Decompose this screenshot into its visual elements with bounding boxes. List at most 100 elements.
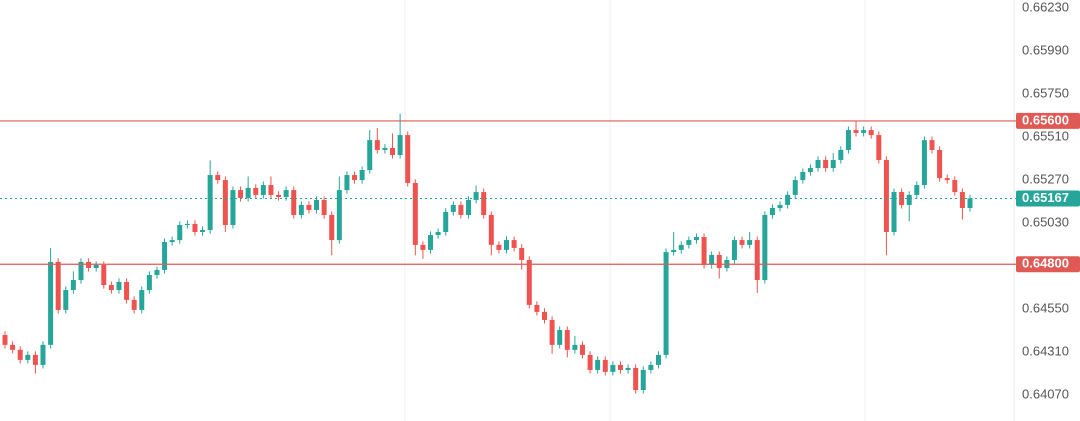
- candle-body: [25, 354, 31, 360]
- y-tick-label: 0.64310: [1022, 343, 1069, 358]
- y-tick-label: 0.65030: [1022, 214, 1069, 229]
- candle-body: [230, 190, 236, 226]
- candle-body: [747, 240, 753, 245]
- candle-body: [853, 130, 859, 133]
- candle-body: [245, 187, 251, 198]
- candle-body: [32, 354, 38, 365]
- candle-body: [344, 175, 350, 191]
- candle-body: [10, 344, 16, 350]
- candle-body: [131, 299, 137, 310]
- candle-body: [557, 329, 563, 345]
- candle-body: [762, 214, 768, 281]
- candle-body: [268, 185, 274, 195]
- candle-body: [777, 204, 783, 208]
- candle-body: [200, 230, 206, 232]
- candle-body: [587, 354, 593, 370]
- candle-body: [868, 130, 874, 136]
- level-label: 0.65600: [1022, 112, 1069, 127]
- candle-body: [519, 247, 525, 260]
- candle-body: [967, 198, 973, 208]
- candle-body: [716, 254, 722, 269]
- candle-body: [17, 349, 23, 360]
- candle-body: [215, 175, 221, 181]
- y-tick-label: 0.66230: [1022, 0, 1069, 14]
- y-tick-label: 0.65750: [1022, 85, 1069, 100]
- candle-body: [785, 194, 791, 205]
- candle-body: [526, 259, 532, 305]
- candle-body: [63, 290, 69, 310]
- last-price-label: 0.65167: [1022, 190, 1069, 205]
- candle-body: [276, 194, 282, 198]
- candle-body: [678, 244, 684, 250]
- candle-body: [352, 175, 358, 181]
- candle-body: [823, 159, 829, 169]
- candle-body: [374, 140, 380, 150]
- candle-body: [93, 264, 99, 269]
- candle-body: [534, 304, 540, 312]
- candle-body: [321, 199, 327, 215]
- candle-body: [101, 264, 107, 286]
- candle-body: [48, 261, 54, 345]
- candle-body: [55, 261, 61, 310]
- candle-body: [731, 240, 737, 260]
- candle-body: [709, 254, 715, 265]
- candle-body: [541, 311, 547, 320]
- candle-body: [481, 192, 487, 215]
- candle-body: [921, 140, 927, 186]
- candle-body: [70, 280, 76, 291]
- candle-body: [458, 204, 464, 215]
- candle-body: [420, 244, 426, 250]
- candle-body: [686, 240, 692, 245]
- candle-body: [291, 190, 297, 215]
- candle-body: [192, 223, 198, 232]
- candle-body: [800, 171, 806, 181]
- candle-body: [154, 269, 160, 275]
- candle-body: [503, 240, 509, 250]
- candle-body: [739, 240, 745, 245]
- candle-body: [253, 187, 259, 195]
- candle-body: [671, 249, 677, 253]
- candle-body: [382, 147, 388, 150]
- candle-body: [511, 240, 517, 248]
- y-tick-label: 0.65270: [1022, 171, 1069, 186]
- candle-body: [390, 147, 396, 155]
- candle-body: [701, 237, 707, 265]
- level-label-box: [1016, 256, 1080, 273]
- candle-body: [238, 190, 244, 198]
- candle-body: [314, 199, 320, 210]
- candle-body: [959, 192, 965, 208]
- candle-body: [428, 235, 434, 250]
- candle-body: [139, 290, 145, 310]
- candle-body: [496, 244, 502, 250]
- candle-body: [914, 185, 920, 195]
- candle-body: [861, 130, 867, 133]
- candle-body: [108, 285, 114, 291]
- y-tick-label: 0.65990: [1022, 42, 1069, 57]
- candle-body: [937, 149, 943, 179]
- candle-body: [625, 367, 631, 370]
- candle-body: [845, 130, 851, 150]
- candle-body: [693, 237, 699, 241]
- candle-body: [298, 204, 304, 215]
- y-tick-label: 0.65510: [1022, 128, 1069, 143]
- candle-body: [838, 149, 844, 160]
- candle-body: [146, 274, 152, 291]
- candle-body: [329, 214, 335, 241]
- candle-body: [86, 261, 92, 269]
- candle-body: [116, 281, 122, 291]
- candle-body: [663, 252, 669, 355]
- candle-body: [579, 344, 585, 355]
- y-tick-label: 0.64550: [1022, 300, 1069, 315]
- candle-body: [633, 367, 639, 391]
- candle-body: [655, 354, 661, 365]
- candle-body: [602, 359, 608, 372]
- candle-body: [648, 364, 654, 370]
- candle-body: [405, 135, 411, 183]
- candle-body: [367, 140, 373, 171]
- candle-body: [876, 135, 882, 160]
- candle-body: [412, 182, 418, 245]
- candle-body: [397, 135, 403, 155]
- candle-body: [929, 140, 935, 150]
